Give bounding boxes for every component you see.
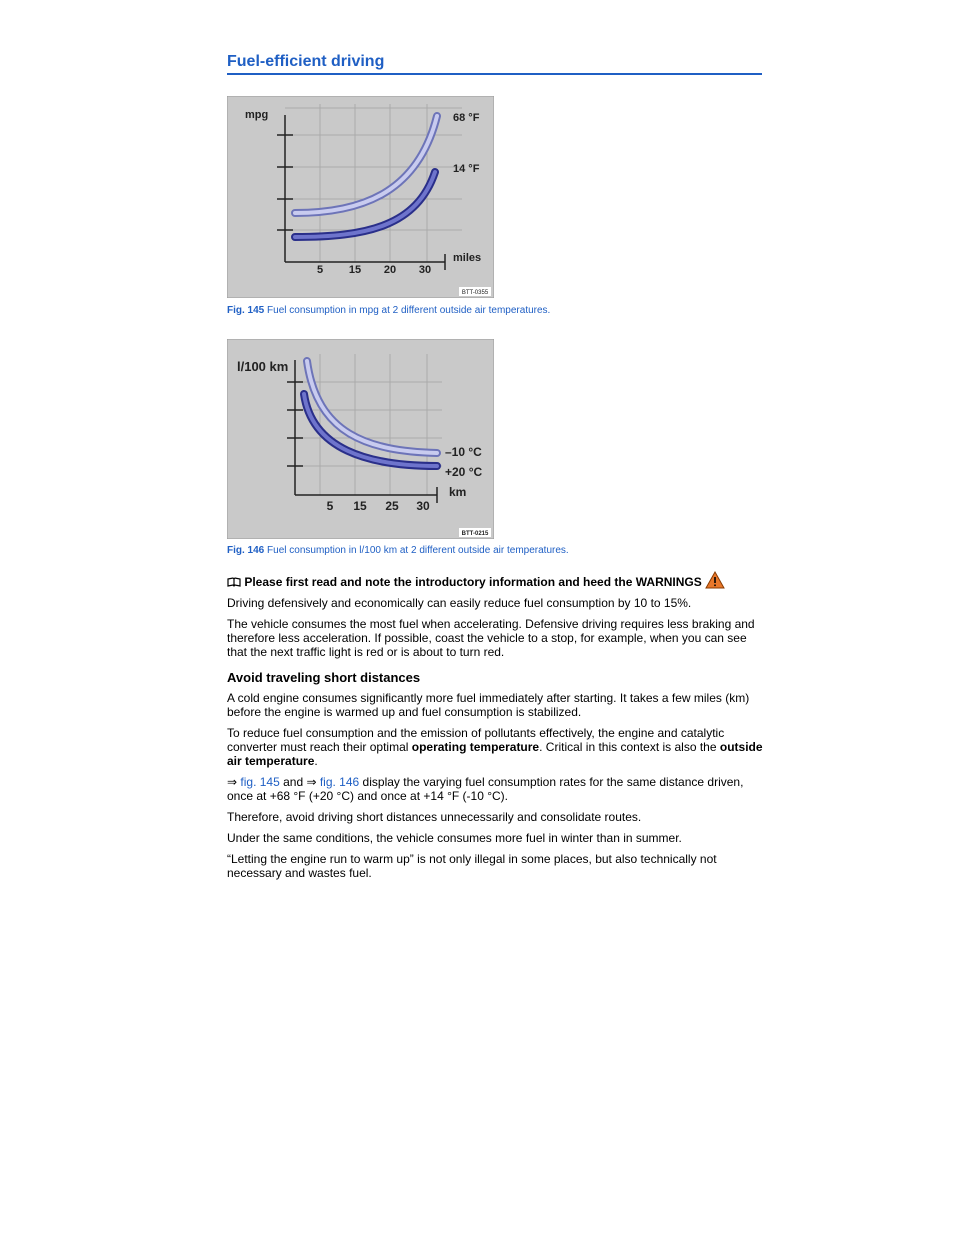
- text: ⇒: [227, 775, 241, 789]
- curve-label: –10 °C: [445, 445, 482, 459]
- page-title: Fuel-efficient driving: [227, 53, 762, 75]
- text: . Critical in this context is also the: [539, 740, 720, 754]
- text: and ⇒: [279, 775, 320, 789]
- paragraph: Driving defensively and economically can…: [227, 596, 767, 610]
- text: The vehicle consumes the most fuel when …: [227, 617, 755, 659]
- text: .: [314, 754, 318, 768]
- tick-label: 20: [384, 264, 396, 276]
- paragraph: Therefore, avoid driving short distances…: [227, 810, 767, 824]
- tick-label: 30: [419, 264, 431, 276]
- tick-label: 30: [416, 499, 430, 513]
- caption-text: Fuel consumption in mpg at 2 different o…: [267, 305, 551, 316]
- tick-label: 5: [317, 264, 323, 276]
- caption-text: Fuel consumption in l/100 km at 2 differ…: [267, 545, 569, 556]
- axis-label: km: [449, 485, 466, 499]
- axis-label: mpg: [245, 109, 268, 121]
- bold-text: outside air temperature: [227, 740, 763, 768]
- warning-icon[interactable]: [705, 570, 725, 589]
- axis-label: l/100 km: [237, 359, 288, 374]
- notice: Please first read and note the introduct…: [227, 570, 767, 589]
- figure: l/100 km –10 °C +20 °C km 5 15 25 30 BTT…: [227, 339, 494, 539]
- body-text: Please first read and note the introduct…: [227, 570, 767, 887]
- paragraphs: Driving defensively and economically can…: [227, 596, 767, 659]
- paragraphs: A cold engine consumes significantly mor…: [227, 691, 767, 880]
- paragraph: Under the same conditions, the vehicle c…: [227, 831, 767, 845]
- text: A cold engine consumes significantly mor…: [227, 691, 750, 719]
- curve-label: 68 °F: [453, 112, 480, 124]
- text: Under the same conditions, the vehicle c…: [227, 831, 682, 845]
- book-icon: [227, 577, 241, 587]
- paragraph: The vehicle consumes the most fuel when …: [227, 617, 767, 659]
- tick-label: 15: [353, 499, 367, 513]
- text: Driving defensively and economically can…: [227, 596, 692, 610]
- link[interactable]: fig. 145: [240, 775, 280, 789]
- tick-label: 25: [385, 499, 399, 513]
- image-code: BTT-0355: [462, 290, 489, 296]
- caption-number: Fig. 145: [227, 305, 265, 316]
- text: Therefore, avoid driving short distances…: [227, 810, 642, 824]
- caption: Fig. 146 Fuel consumption in l/100 km at…: [227, 545, 569, 556]
- notice-text: Please first read and note the introduct…: [244, 575, 702, 589]
- paragraph: A cold engine consumes significantly mor…: [227, 691, 767, 719]
- paragraph: To reduce fuel consumption and the emiss…: [227, 726, 767, 768]
- illustration: mpg 68 °F 14 °F miles 5 15 20 30 BTT-035…: [227, 96, 494, 298]
- illustration: l/100 km –10 °C +20 °C km 5 15 25 30 BTT…: [227, 339, 494, 539]
- axis-label: miles: [453, 252, 481, 264]
- link[interactable]: fig. 146: [319, 775, 360, 789]
- tick-label: 5: [327, 499, 334, 513]
- paragraph: ⇒ fig. 145 and ⇒ fig. 146 display the va…: [227, 775, 767, 803]
- curve-label: +20 °C: [445, 465, 482, 479]
- paragraph: “Letting the engine run to warm up” is n…: [227, 852, 767, 880]
- text: display the varying fuel consumption rat…: [227, 775, 744, 803]
- bold-text: operating temperature: [411, 740, 540, 754]
- text: “Letting the engine run to warm up” is n…: [227, 852, 717, 880]
- section-heading: Avoid traveling short distances: [227, 670, 421, 685]
- caption: Fig. 145 Fuel consumption in mpg at 2 di…: [227, 305, 550, 316]
- curve-label: 14 °F: [453, 163, 480, 175]
- image-code: BTT-0215: [462, 531, 489, 537]
- tick-label: 15: [349, 264, 361, 276]
- figure: mpg 68 °F 14 °F miles 5 15 20 30 BTT-035…: [227, 96, 494, 298]
- caption-number: Fig. 146: [227, 545, 265, 556]
- text: To reduce fuel consumption and the emiss…: [227, 726, 725, 754]
